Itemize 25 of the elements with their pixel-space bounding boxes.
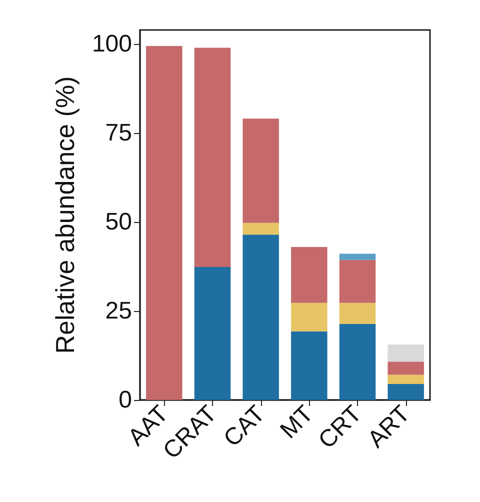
- bar: [388, 344, 424, 362]
- bar: [194, 266, 231, 400]
- bar: [242, 234, 279, 400]
- y-axis-title: Relative abundance (%): [50, 76, 80, 354]
- y-tick-label: 0: [118, 386, 132, 414]
- x-tick-label: MT: [275, 400, 319, 444]
- y-tick-label: 75: [105, 120, 132, 147]
- x-tick-label: CAT: [218, 400, 271, 452]
- y-tick-label: 100: [92, 30, 132, 58]
- bar: [146, 46, 182, 400]
- y-tick-label: 25: [105, 298, 132, 325]
- bar: [291, 302, 328, 332]
- bar: [291, 331, 328, 400]
- bar: [388, 384, 424, 400]
- bar: [339, 254, 376, 260]
- bar: [242, 118, 279, 223]
- bar: [242, 222, 279, 235]
- bar: [291, 247, 328, 303]
- bar: [339, 302, 376, 324]
- bar: [388, 374, 424, 384]
- bar: [388, 362, 424, 375]
- y-tick-label: 50: [105, 208, 132, 236]
- bar: [339, 324, 376, 400]
- bar: [194, 48, 231, 267]
- bar: [339, 260, 376, 303]
